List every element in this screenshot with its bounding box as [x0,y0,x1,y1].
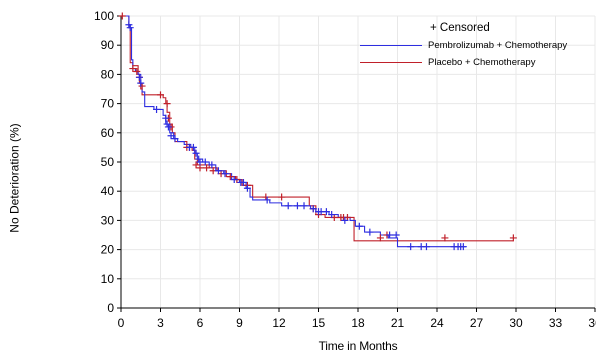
y-tick-label: 80 [101,67,115,81]
censor-mark-pembrolizumab [126,24,134,32]
censor-mark-pembrolizumab [355,222,363,230]
censor-mark-pembrolizumab [407,243,415,251]
y-tick-label: 90 [101,38,115,52]
y-tick-label: 30 [101,213,115,227]
censor-mark-pembrolizumab [221,170,229,178]
y-tick-label: 40 [101,184,115,198]
censor-mark-pembrolizumab [171,135,179,143]
censor-mark-pembrolizumab [341,216,349,224]
y-tick-label: 60 [101,126,115,140]
censor-mark-pembrolizumab [263,196,271,204]
censor-mark-placebo [157,91,164,99]
censor-mark-pembrolizumab [309,205,317,213]
x-tick-label: 0 [118,316,125,330]
censor-mark-pembrolizumab [189,143,197,151]
censor-mark-pembrolizumab [284,202,292,210]
x-tick-label: 18 [351,316,365,330]
censor-mark-pembrolizumab [328,211,336,219]
censor-mark-pembrolizumab [214,167,222,175]
censor-mark-pembrolizumab [293,202,301,210]
legend-item-pembrolizumab: Pembrolizumab + Chemotherapy [360,40,567,51]
censor-mark-pembrolizumab [230,176,238,184]
x-tick-label: 3 [157,316,164,330]
y-tick-label: 70 [101,97,115,111]
censor-mark-placebo [376,234,384,242]
censor-mark-placebo [203,164,211,172]
y-axis-label-wrap: No Deterioration (%) [0,0,30,356]
legend-label-placebo: Placebo + Chemotherapy [428,57,536,68]
censor-mark-pembrolizumab [201,158,209,166]
y-tick-label: 100 [94,9,114,23]
censor-mark-pembrolizumab [135,73,143,81]
censor-mark-pembrolizumab [153,105,161,113]
censor-mark-placebo [163,100,171,108]
legend-title: + Censored [430,22,490,34]
x-tick-label: 36 [588,316,596,330]
y-tick-label: 10 [101,272,115,286]
censor-mark-pembrolizumab [366,228,374,236]
x-tick-label: 6 [197,316,204,330]
censor-mark-placebo [118,12,126,20]
y-tick-label: 50 [101,155,115,169]
x-tick-label: 30 [509,316,523,330]
censor-mark-pembrolizumab [243,184,251,192]
censor-mark-pembrolizumab [459,243,467,251]
censor-mark-pembrolizumab [392,231,400,239]
y-axis-label: No Deterioration (%) [8,123,22,233]
legend-item-placebo: Placebo + Chemotherapy [360,57,535,68]
x-tick-label: 9 [236,316,243,330]
x-tick-label: 15 [312,316,326,330]
censor-mark-placebo [129,65,137,73]
censor-mark-placebo [226,173,234,181]
x-tick-label: 12 [272,316,286,330]
censor-mark-placebo [509,234,517,242]
y-tick-label: 20 [101,243,115,257]
censor-mark-pembrolizumab [137,79,145,87]
censor-mark-pembrolizumab [162,114,170,122]
censor-mark-pembrolizumab [164,123,172,131]
censor-mark-placebo [133,67,141,75]
censor-mark-pembrolizumab [422,243,430,251]
censor-mark-placebo [441,234,449,242]
censor-mark-pembrolizumab [300,202,308,210]
legend-label-pembrolizumab: Pembrolizumab + Chemotherapy [428,40,568,51]
censor-mark-placebo [278,193,286,201]
x-tick-label: 27 [470,316,484,330]
censor-mark-pembrolizumab [192,149,200,157]
censor-mark-pembrolizumab [322,208,330,216]
legend-swatch-placebo [360,62,422,63]
y-tick-label: 0 [107,301,114,315]
censor-mark-placebo [192,161,200,169]
censor-mark-pembrolizumab [167,132,175,140]
legend-swatch-pembrolizumab [360,45,422,46]
x-tick-label: 24 [430,316,444,330]
censor-mark-pembrolizumab [386,231,394,239]
x-tick-label: 21 [391,316,405,330]
x-axis-label: Time in Months [318,339,398,353]
censor-mark-pembrolizumab [239,178,247,186]
x-tick-label: 33 [549,316,563,330]
censor-mark-placebo [196,164,204,172]
censor-mark-pembrolizumab [208,161,216,169]
